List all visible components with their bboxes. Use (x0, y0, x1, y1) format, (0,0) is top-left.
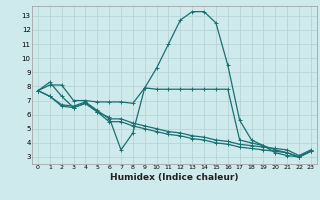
X-axis label: Humidex (Indice chaleur): Humidex (Indice chaleur) (110, 173, 239, 182)
